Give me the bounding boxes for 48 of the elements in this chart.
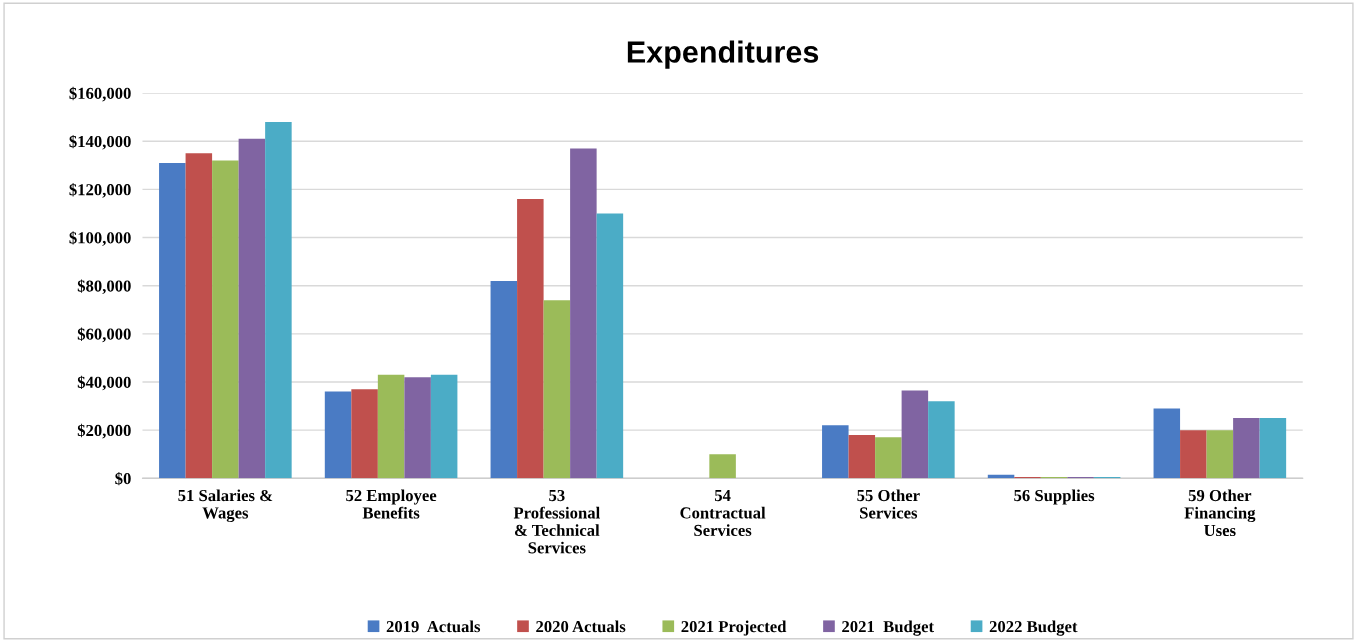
bar	[596, 213, 624, 479]
bar	[238, 138, 266, 479]
bar	[928, 401, 955, 479]
y-tick-label: $160,000	[69, 86, 131, 102]
legend-label: 2019 Actuals	[386, 620, 481, 633]
bar	[265, 121, 292, 479]
bar	[1180, 430, 1207, 479]
bar	[570, 148, 597, 479]
y-tick-label: $120,000	[69, 183, 131, 198]
x-tick-label: 53 Professional & Technical Services	[513, 489, 600, 554]
bar	[185, 153, 213, 479]
y-tick-label: $140,000	[69, 134, 131, 150]
bar	[901, 390, 929, 479]
bar	[822, 425, 849, 479]
x-tick-label: 59 Other Financing Uses	[1184, 489, 1256, 537]
bar	[377, 374, 405, 479]
bar	[430, 374, 458, 479]
bar	[351, 389, 378, 479]
y-tick-label: $0	[115, 472, 131, 486]
bar	[159, 162, 186, 479]
bar	[709, 454, 736, 479]
bar	[1233, 418, 1260, 479]
legend-label: 2021 Projected	[681, 620, 787, 636]
bar	[212, 160, 239, 479]
x-tick-label: 52 Employee Benefits	[346, 489, 437, 519]
chart-title: Expenditures	[627, 40, 819, 69]
bar	[875, 437, 902, 479]
x-tick-label: 54 Contractual Services	[680, 489, 766, 536]
bar	[848, 434, 876, 479]
bar	[1259, 418, 1287, 479]
y-tick-label: $100,000	[69, 231, 131, 246]
y-tick-label: $40,000	[77, 375, 131, 391]
x-tick-label: 55 Other Services	[857, 489, 920, 519]
legend-label: 2021 Budget	[842, 620, 934, 636]
bar	[490, 280, 518, 479]
x-tick-label: 56 Supplies	[1014, 489, 1095, 505]
bar	[1153, 408, 1181, 479]
x-tick-label: 51 Salaries & Wages	[178, 489, 273, 523]
legend-label: 2020 Actuals	[536, 620, 626, 633]
bar	[543, 300, 571, 479]
bar	[1206, 430, 1234, 479]
y-tick-label: $20,000	[77, 423, 131, 439]
legend-label: 2022 Budget	[989, 620, 1078, 636]
y-tick-label: $80,000	[77, 279, 131, 295]
y-tick-label: $60,000	[77, 327, 131, 343]
bar	[404, 377, 431, 479]
bar	[517, 199, 544, 479]
bar	[324, 391, 352, 479]
